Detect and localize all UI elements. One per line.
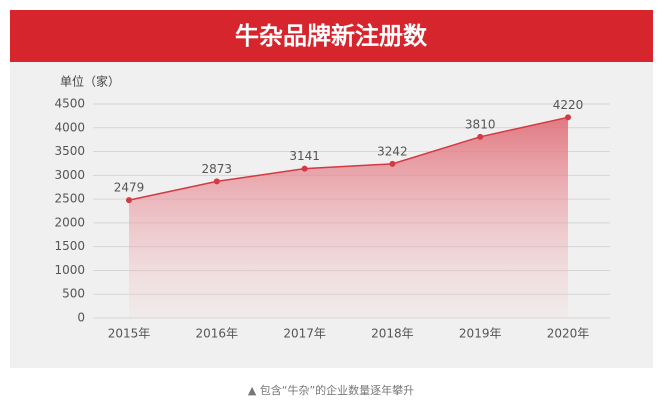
y-tick-label: 3000 xyxy=(54,168,85,182)
data-point xyxy=(301,165,308,172)
y-tick-label: 4000 xyxy=(54,120,85,134)
x-tick-label: 2015年 xyxy=(108,327,151,341)
y-tick-label: 500 xyxy=(62,287,85,301)
data-label: 4220 xyxy=(553,98,584,112)
caption: ▲ 包含“牛杂”的企业数量逐年攀升 xyxy=(248,383,414,397)
data-label: 2873 xyxy=(202,162,233,176)
data-label: 2479 xyxy=(114,181,145,195)
x-tick-label: 2019年 xyxy=(459,327,502,341)
data-point xyxy=(565,114,571,121)
data-label: 3242 xyxy=(377,144,408,158)
chart-title: 牛杂品牌新注册数 xyxy=(235,22,428,50)
line xyxy=(128,116,569,201)
y-axis-label: 单位（家） xyxy=(60,74,120,89)
data-label: 3810 xyxy=(465,117,496,131)
y-tick-label: 2500 xyxy=(54,192,85,206)
data-point xyxy=(126,197,132,204)
data-point xyxy=(477,133,484,140)
y-tick-label: 1500 xyxy=(54,239,85,253)
y-tick-label: 1000 xyxy=(54,263,85,277)
data-point xyxy=(213,178,220,185)
x-tick-label: 2017年 xyxy=(283,327,326,341)
x-tick-label: 2018年 xyxy=(371,327,414,341)
y-tick-label: 3500 xyxy=(54,144,85,158)
title-banner xyxy=(10,10,653,62)
area-fill xyxy=(129,117,568,318)
y-tick-label: 4500 xyxy=(54,97,85,111)
x-tick-label: 2016年 xyxy=(196,327,239,341)
x-tick-label: 2020年 xyxy=(547,327,590,341)
y-tick-label: 2000 xyxy=(54,215,85,229)
y-tick-label: 0 xyxy=(77,311,85,325)
data-label: 3141 xyxy=(289,149,320,163)
data-point xyxy=(389,160,396,167)
